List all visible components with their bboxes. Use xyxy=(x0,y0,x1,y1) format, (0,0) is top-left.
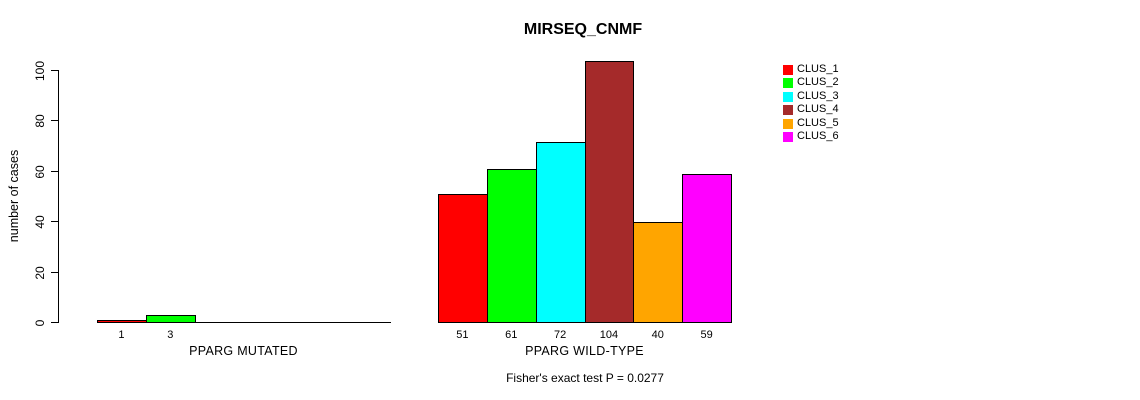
x-baseline xyxy=(97,322,391,323)
bar-clus_2 xyxy=(146,315,196,323)
y-tick-mark xyxy=(51,70,58,71)
legend-label: CLUS_2 xyxy=(797,76,839,88)
bar-clus_1 xyxy=(97,320,147,323)
y-tick-mark xyxy=(51,272,58,273)
legend-swatch-clus_5 xyxy=(783,118,793,129)
bar-clus_5 xyxy=(633,222,683,323)
legend-swatch-clus_6 xyxy=(783,131,793,142)
legend-item-clus_3: CLUS_3 xyxy=(783,91,839,102)
legend-item-clus_5: CLUS_5 xyxy=(783,118,839,129)
bar-value-label: 51 xyxy=(456,329,469,341)
y-tick-label: 40 xyxy=(33,214,47,229)
fisher-test-annotation: Fisher's exact test P = 0.0277 xyxy=(506,371,664,385)
legend-label: CLUS_4 xyxy=(797,103,839,115)
legend-swatch-clus_1 xyxy=(783,64,793,75)
legend-item-clus_6: CLUS_6 xyxy=(783,131,839,142)
legend-item-clus_2: CLUS_2 xyxy=(783,77,839,88)
legend-swatch-clus_4 xyxy=(783,104,793,115)
y-tick-mark xyxy=(51,120,58,121)
y-axis-line xyxy=(58,70,59,323)
y-axis-label: number of cases xyxy=(7,149,21,243)
legend-label: CLUS_3 xyxy=(797,90,839,102)
y-tick-mark xyxy=(51,171,58,172)
bar-value-label: 59 xyxy=(700,329,713,341)
y-tick-label: 0 xyxy=(33,319,47,326)
bar-value-label: 1 xyxy=(118,329,125,341)
legend-label: CLUS_6 xyxy=(797,130,839,142)
bar-clus_1 xyxy=(438,194,488,323)
bar-value-label: 40 xyxy=(651,329,664,341)
y-tick-label: 60 xyxy=(33,164,47,179)
legend-item-clus_1: CLUS_1 xyxy=(783,64,839,75)
y-tick-label: 80 xyxy=(33,113,47,128)
y-tick-label: 100 xyxy=(33,60,47,81)
bar-value-label: 72 xyxy=(553,329,567,341)
bar-value-label: 3 xyxy=(167,329,174,341)
legend-label: CLUS_1 xyxy=(797,63,839,75)
y-tick-mark xyxy=(51,221,58,222)
chart-title: MIRSEQ_CNMF xyxy=(523,21,643,38)
group-label: PPARG WILD-TYPE xyxy=(525,344,644,358)
legend-label: CLUS_5 xyxy=(797,117,839,129)
group-label: PPARG MUTATED xyxy=(189,344,298,358)
bar-clus_2 xyxy=(487,169,537,323)
bar-clus_3 xyxy=(536,142,586,323)
bar-value-label: 61 xyxy=(505,329,518,341)
bar-clus_6 xyxy=(682,174,732,323)
y-tick-label: 20 xyxy=(33,265,47,280)
legend-item-clus_4: CLUS_4 xyxy=(783,104,839,115)
bar-clus_4 xyxy=(585,61,634,323)
legend-swatch-clus_3 xyxy=(783,91,793,102)
bar-value-label: 104 xyxy=(599,329,619,341)
y-tick-mark xyxy=(51,322,58,323)
legend-swatch-clus_2 xyxy=(783,77,793,88)
